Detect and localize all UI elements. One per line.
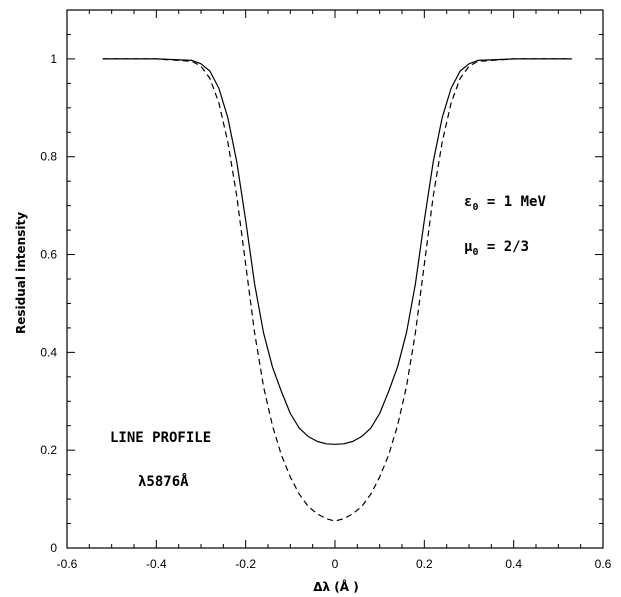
annotation-wavelength: λ5876Å <box>138 473 189 490</box>
x-tick-label: -0.6 <box>57 557 78 571</box>
x-tick-label: -0.2 <box>235 557 256 571</box>
y-tick-label: 0.2 <box>40 443 57 457</box>
annotation-mu: μ0 = 2/3 <box>464 239 529 258</box>
x-tick-label: 0.6 <box>595 557 612 571</box>
annotation-line-profile: LINE PROFILE <box>110 430 211 446</box>
x-tick-label: -0.4 <box>146 557 167 571</box>
series-line-solid <box>102 58 572 445</box>
y-tick-label: 0.6 <box>40 248 57 262</box>
mu-symbol: μ <box>464 239 473 255</box>
y-tick-label: 0 <box>50 541 57 555</box>
y-tick-label: 0.4 <box>40 345 57 359</box>
y-axis-label: Residual intensity <box>14 212 28 334</box>
mu-subscript: 0 <box>472 247 478 258</box>
x-axis-label: Δλ (Å ) <box>313 579 359 594</box>
annotation-epsilon: ε0 = 1 MeV <box>464 194 546 213</box>
y-tick-label: 1 <box>50 52 57 66</box>
x-tick-label: 0.4 <box>505 557 522 571</box>
epsilon-subscript: 0 <box>472 202 478 213</box>
axis-ticks <box>66 9 604 549</box>
epsilon-value: = 1 MeV <box>478 194 546 210</box>
x-tick-label: 0.2 <box>416 557 433 571</box>
epsilon-symbol: ε <box>464 194 472 210</box>
axis-tick-labels: -0.6 -0.4 -0.2 0 0.2 0.4 0.6 0 0.2 0.4 0.6 0.8 1 <box>40 52 611 571</box>
y-tick-label: 0.8 <box>40 150 57 164</box>
x-tick-label: 0 <box>332 557 339 571</box>
series-line-dashed <box>102 58 572 522</box>
mu-value: = 2/3 <box>478 239 529 255</box>
plot-frame <box>66 9 604 549</box>
data-series <box>102 58 572 522</box>
